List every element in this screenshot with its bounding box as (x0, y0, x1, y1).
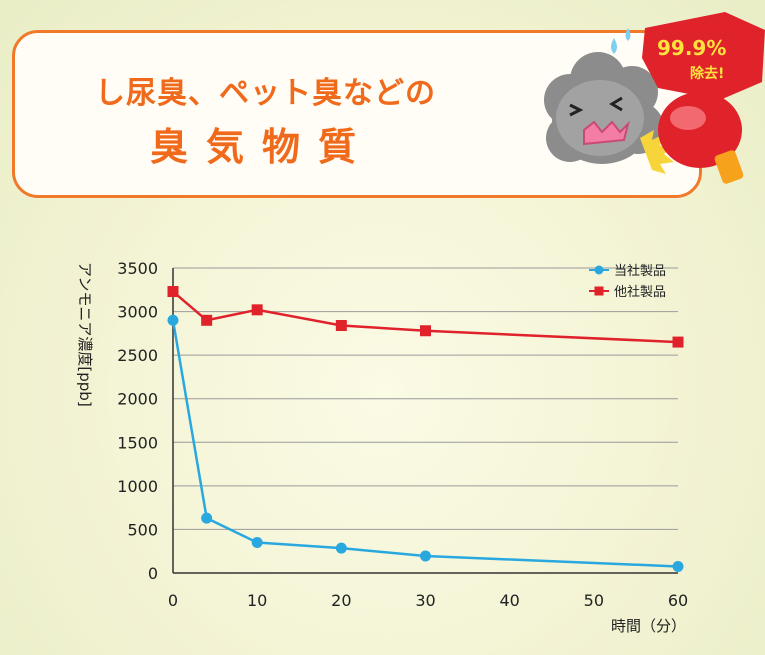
x-tick-label: 20 (331, 591, 351, 610)
y-tick-label: 1500 (117, 433, 158, 452)
x-tick-labels: 0 10 20 30 40 50 60 (168, 591, 688, 610)
x-tick-label: 60 (668, 591, 688, 610)
odor-mascot-illustration: 99.9% 除去! (544, 12, 765, 184)
chart-axes (172, 268, 678, 574)
series-line-2 (172, 290, 679, 344)
y-tick-labels: 0 500 1000 1500 2000 2500 3000 3500 (117, 259, 158, 583)
x-tick-label: 40 (499, 591, 519, 610)
data-point-2 (167, 286, 179, 298)
x-tick-label: 50 (584, 591, 604, 610)
x-tick-label: 0 (168, 591, 178, 610)
headline-line1: し尿臭、ペット臭などの (95, 76, 436, 111)
x-axis-label: 時間（分） (611, 617, 686, 635)
badge-percent-text: 99.9% (657, 36, 726, 60)
data-point-1 (420, 550, 431, 562)
x-tick-label: 10 (247, 591, 267, 610)
data-point-2 (335, 320, 347, 332)
data-point-1 (672, 560, 684, 572)
chart-series (167, 286, 684, 572)
y-axis-label: アンモニア濃度[ppb] (76, 262, 94, 407)
sweat-drop-icon (611, 28, 631, 54)
removal-badge: 99.9% 除去! (642, 12, 765, 100)
y-tick-label: 1000 (117, 477, 158, 496)
chart-gridlines (173, 267, 678, 530)
legend-label: 他社製品 (614, 284, 666, 300)
y-tick-label: 500 (127, 520, 158, 539)
y-tick-label: 2500 (117, 346, 158, 365)
data-point-2 (201, 314, 213, 326)
y-tick-label: 3500 (117, 259, 158, 278)
ammonia-concentration-chart: 0 500 1000 1500 2000 2500 3000 3500 0 10 20 30 40 50… (76, 259, 688, 635)
y-tick-label: 2000 (117, 390, 158, 409)
legend-marker (594, 286, 604, 296)
legend-label: 当社製品 (614, 263, 666, 279)
badge-removal-text: 除去! (690, 65, 724, 82)
boxing-glove-icon (640, 92, 744, 184)
data-point-2 (420, 325, 431, 337)
data-point-1 (201, 512, 213, 524)
data-point-1 (335, 542, 347, 554)
x-tick-label: 30 (415, 591, 435, 610)
headline-line2: 臭気物質 (150, 125, 375, 169)
data-point-1 (251, 537, 263, 548)
series-line-1 (171, 320, 679, 568)
y-tick-label: 0 (148, 564, 158, 583)
data-point-1 (167, 314, 179, 326)
legend-marker (594, 265, 604, 275)
y-tick-label: 3000 (117, 303, 158, 322)
data-point-2 (251, 304, 263, 316)
data-point-2 (672, 336, 684, 348)
